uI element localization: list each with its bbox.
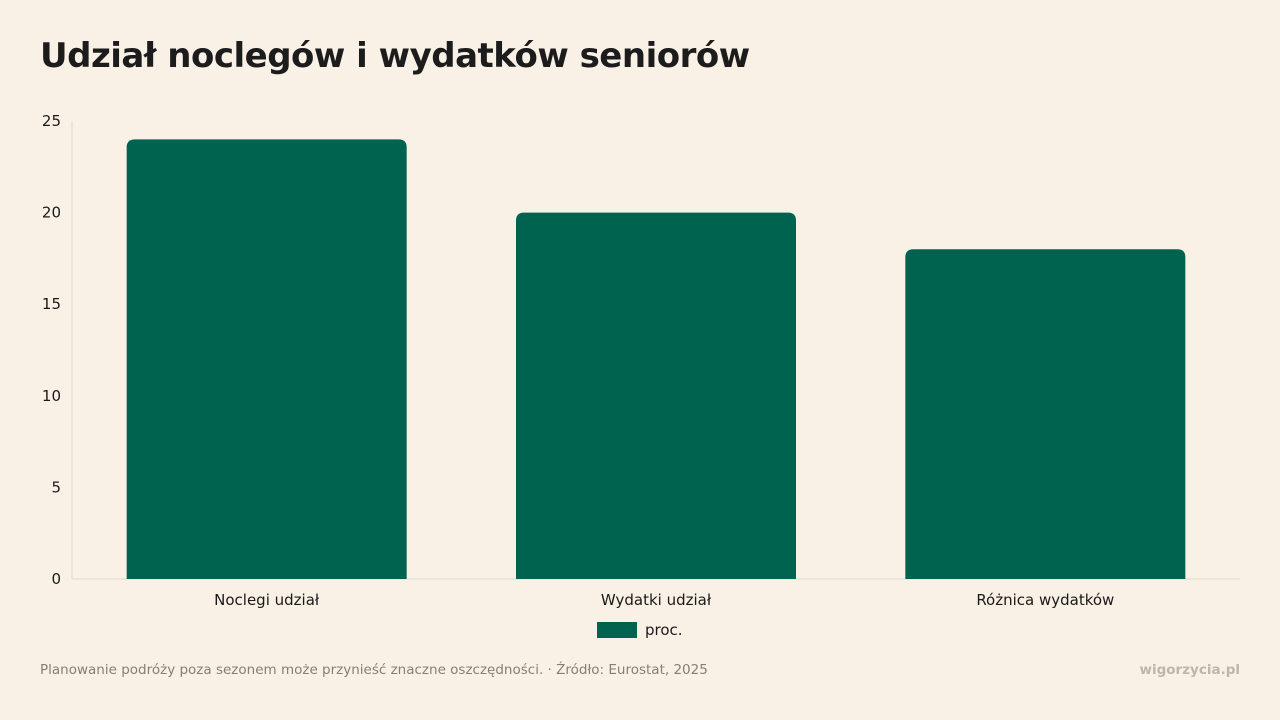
legend: proc. (597, 621, 683, 639)
legend-label: proc. (645, 621, 683, 639)
bar (516, 212, 796, 579)
y-tick-label: 15 (42, 295, 61, 313)
x-tick-label: Wydatki udział (601, 591, 712, 609)
bar (905, 249, 1186, 580)
bar (126, 139, 407, 579)
y-tick-label: 0 (51, 570, 61, 588)
y-tick-label: 10 (42, 387, 61, 405)
bar-chart: 0 5 10 15 20 25 Noclegi udział Wydatki udział R… (42, 112, 1240, 609)
x-tick-label: Różnica wydatków (976, 591, 1114, 609)
x-tick-labels: Noclegi udział Wydatki udział Różnica wyda… (214, 591, 1114, 609)
footer-brand: wigorzycia.pl (1139, 662, 1240, 678)
chart-title: Udział noclegów i wydatków seniorów (40, 36, 750, 76)
y-tick-label: 5 (51, 478, 61, 496)
y-tick-label: 25 (42, 112, 61, 130)
footer-source-note: Planowanie podróży poza sezonem może prz… (40, 662, 708, 678)
y-tick-labels: 0 5 10 15 20 25 (42, 112, 61, 588)
y-tick-label: 20 (42, 204, 61, 222)
x-tick-label: Noclegi udział (214, 591, 320, 609)
legend-swatch (597, 622, 637, 638)
bars-group (126, 139, 1186, 580)
